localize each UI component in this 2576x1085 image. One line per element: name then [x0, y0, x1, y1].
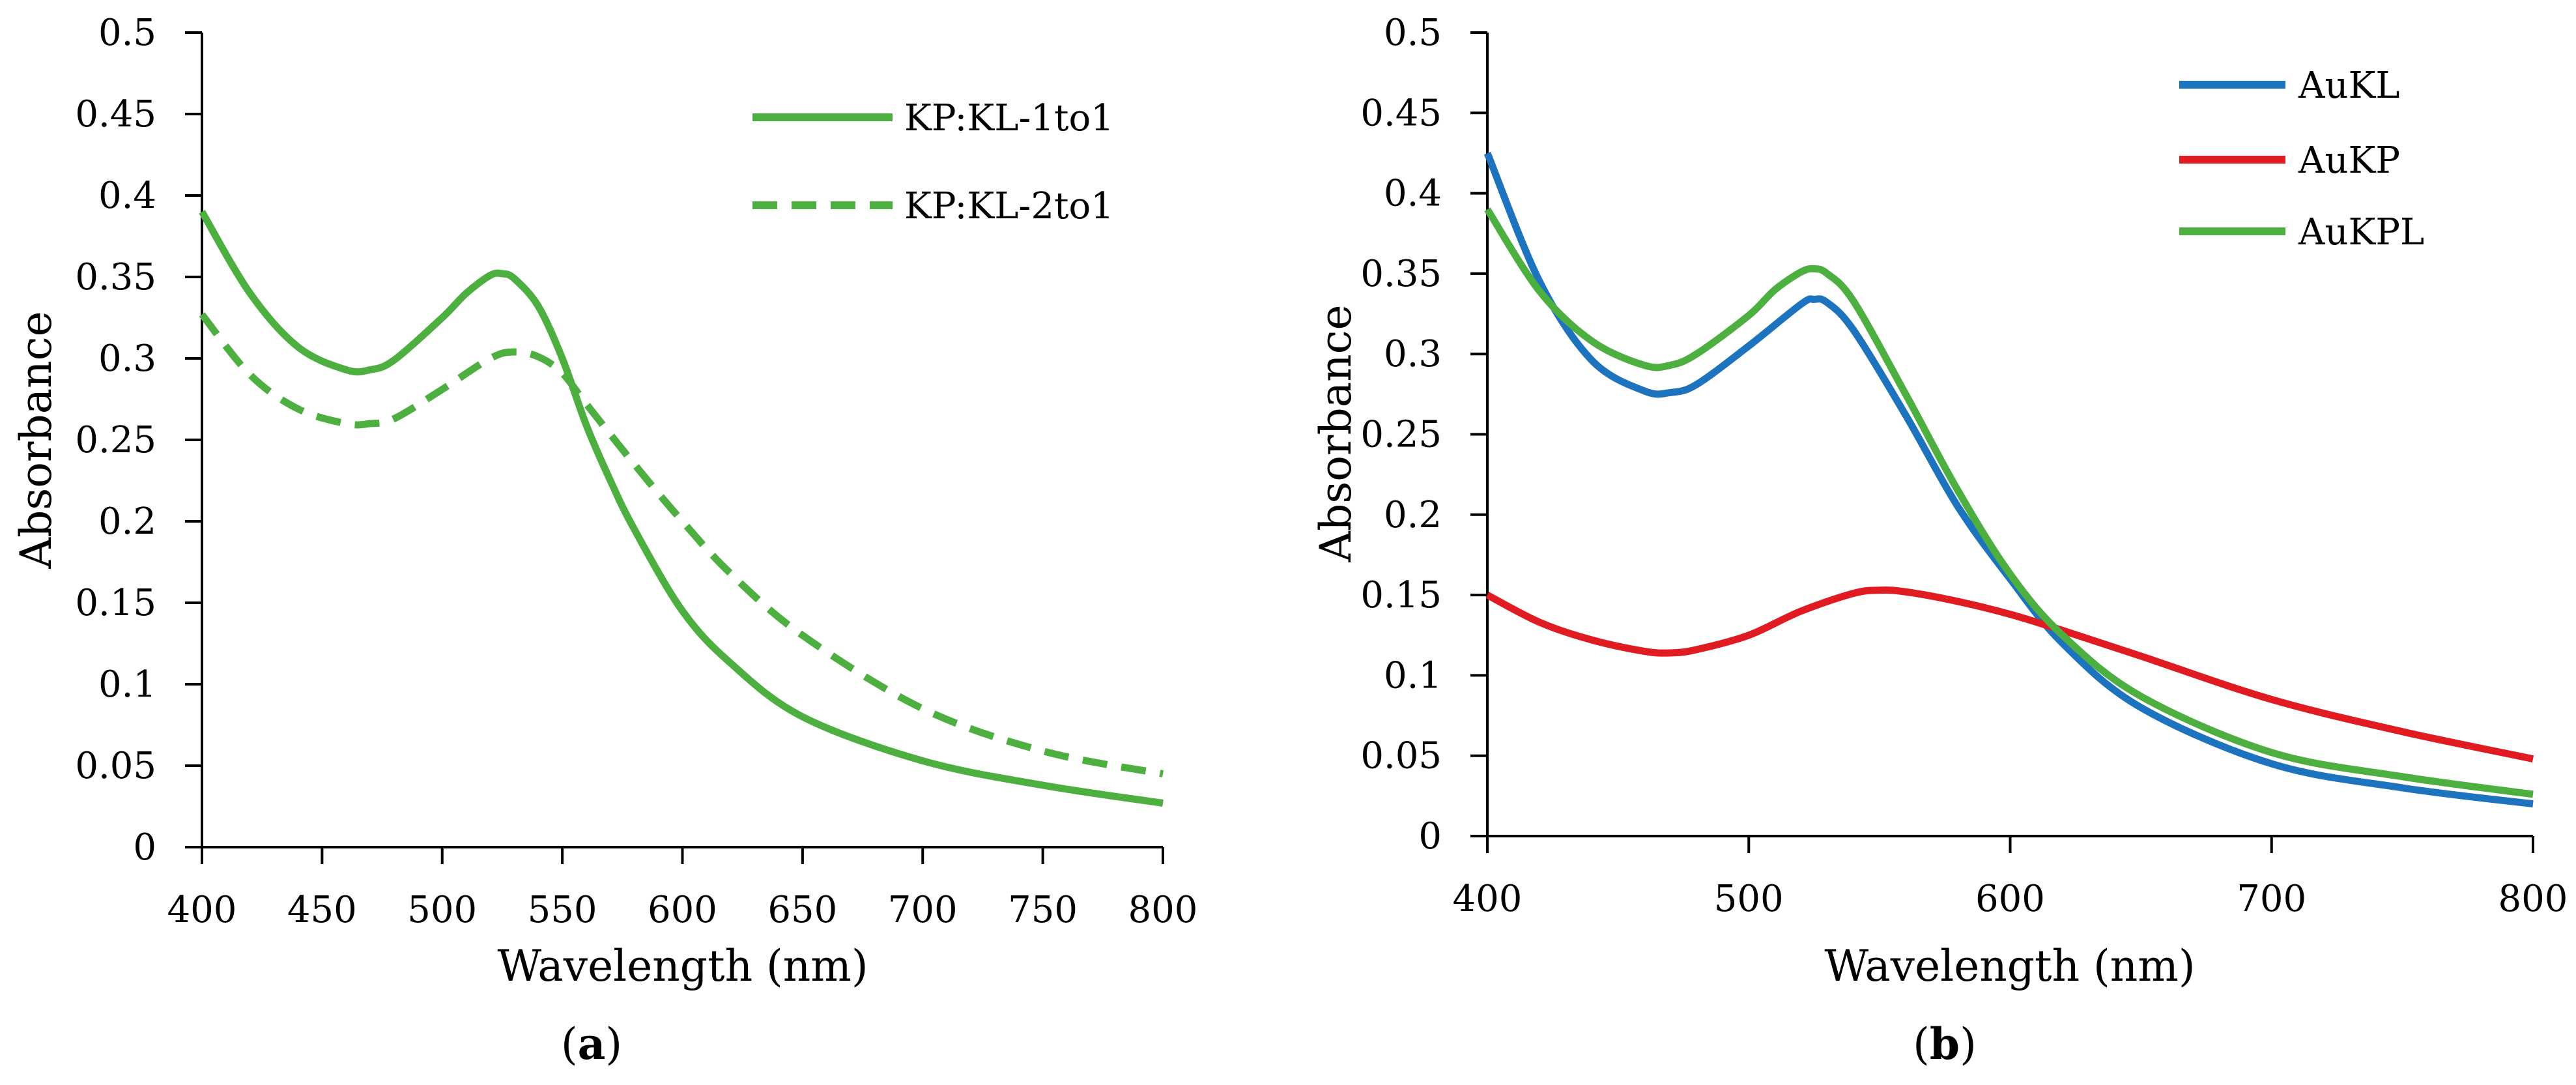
y-tick-label: 0.3: [1384, 333, 1442, 375]
y-tick-label: 0.25: [75, 419, 156, 461]
legend-label-aukl: AuKL: [2298, 65, 2400, 107]
x-tick-labels-a: 400 450 500 550 600 650 700 750 800: [167, 847, 1198, 931]
y-tick-label: 0.35: [1360, 253, 1442, 295]
y-tick-label: 0.05: [75, 745, 156, 787]
y-tick-label: 0.35: [75, 256, 156, 298]
y-tick-labels-b: 0 0.05 0.1 0.15 0.2 0.25 0.3 0.35 0.4 0.45 0.5: [1360, 12, 1487, 858]
x-tick-label: 400: [167, 889, 237, 931]
y-tick-label: 0.25: [1360, 414, 1442, 456]
y-tick-label: 0.15: [75, 582, 156, 624]
x-tick-label: 650: [767, 889, 837, 931]
legend-b: AuKL AuKP AuKPL: [2179, 65, 2424, 253]
panel-label-a-open: (: [561, 1019, 578, 1069]
y-axis-title-b: Absorbance: [1311, 304, 1361, 562]
y-tick-labels-a: 0 0.05 0.1 0.15 0.2 0.25 0.3 0.35 0.4 0.45 0.5: [75, 12, 202, 869]
series-layer-b: [1483, 151, 2534, 808]
x-axis-title-b: Wavelength (nm): [1824, 941, 2195, 991]
y-tick-label: 0.1: [98, 663, 156, 706]
y-tick-label: 0: [133, 826, 156, 869]
x-tick-label: 800: [2498, 878, 2568, 920]
x-tick-label: 800: [1128, 889, 1198, 931]
chart-panel-a: 0 0.05 0.1 0.15 0.2 0.25 0.3 0.35 0.4 0.45 0.5 400…: [11, 12, 1197, 1069]
panel-label-b-open: (: [1913, 1019, 1930, 1069]
panel-label-b: (b): [1913, 1019, 1977, 1069]
y-axis-title-a: Absorbance: [11, 311, 61, 569]
y-tick-label: 0.2: [98, 500, 156, 543]
panel-label-b-letter: b: [1930, 1019, 1960, 1069]
y-tick-label: 0.4: [1384, 173, 1442, 215]
y-tick-label: 0.2: [1384, 494, 1442, 536]
x-tick-label: 500: [1714, 878, 1784, 920]
y-tick-label: 0.1: [1384, 654, 1442, 697]
panel-label-b-close: ): [1960, 1019, 1977, 1069]
series-line-kp-kl-2to1: [199, 312, 1164, 777]
legend-label-aukp: AuKP: [2298, 139, 2400, 182]
panel-label-a-close: ): [605, 1019, 622, 1069]
series-line-aukl: [1483, 151, 2534, 808]
x-tick-label: 500: [407, 889, 477, 931]
x-tick-label: 700: [2237, 878, 2306, 920]
y-tick-label: 0.5: [1384, 12, 1442, 54]
chart-panel-b: 0 0.05 0.1 0.15 0.2 0.25 0.3 0.35 0.4 0.45 0.5 400…: [1311, 12, 2568, 1069]
x-tick-label: 700: [888, 889, 958, 931]
legend-label-kp-kl-2to1: KP:KL-2to1: [904, 185, 1114, 227]
panel-label-a: (a): [561, 1019, 622, 1069]
series-line-aukp: [1485, 586, 2534, 762]
y-tick-label: 0.15: [1360, 574, 1442, 616]
y-tick-label: 0.5: [98, 12, 156, 54]
x-tick-label: 750: [1008, 889, 1078, 931]
legend-label-aukpl: AuKPL: [2298, 211, 2424, 253]
y-tick-label: 0: [1418, 815, 1442, 858]
legend-a: KP:KL-1to1 KP:KL-2to1: [752, 97, 1114, 227]
x-tick-label: 450: [287, 889, 357, 931]
series-line-aukpl: [1484, 207, 2534, 798]
legend-label-kp-kl-1to1: KP:KL-1to1: [904, 97, 1114, 139]
y-tick-label: 0.4: [98, 175, 156, 217]
x-tick-label: 400: [1453, 878, 1523, 920]
y-tick-label: 0.45: [75, 93, 156, 136]
x-tick-label: 600: [648, 889, 717, 931]
y-tick-label: 0.45: [1360, 92, 1442, 134]
x-tick-label: 550: [528, 889, 597, 931]
x-axis-title-a: Wavelength (nm): [497, 941, 868, 991]
x-tick-labels-b: 400 500 600 700 800: [1453, 836, 2568, 920]
y-tick-label: 0.05: [1360, 735, 1442, 777]
series-layer-a: [199, 210, 1164, 807]
panel-label-a-letter: a: [578, 1019, 606, 1069]
series-line-kp-kl-1to1: [199, 210, 1164, 807]
y-tick-label: 0.3: [98, 338, 156, 380]
x-tick-label: 600: [1975, 878, 2045, 920]
